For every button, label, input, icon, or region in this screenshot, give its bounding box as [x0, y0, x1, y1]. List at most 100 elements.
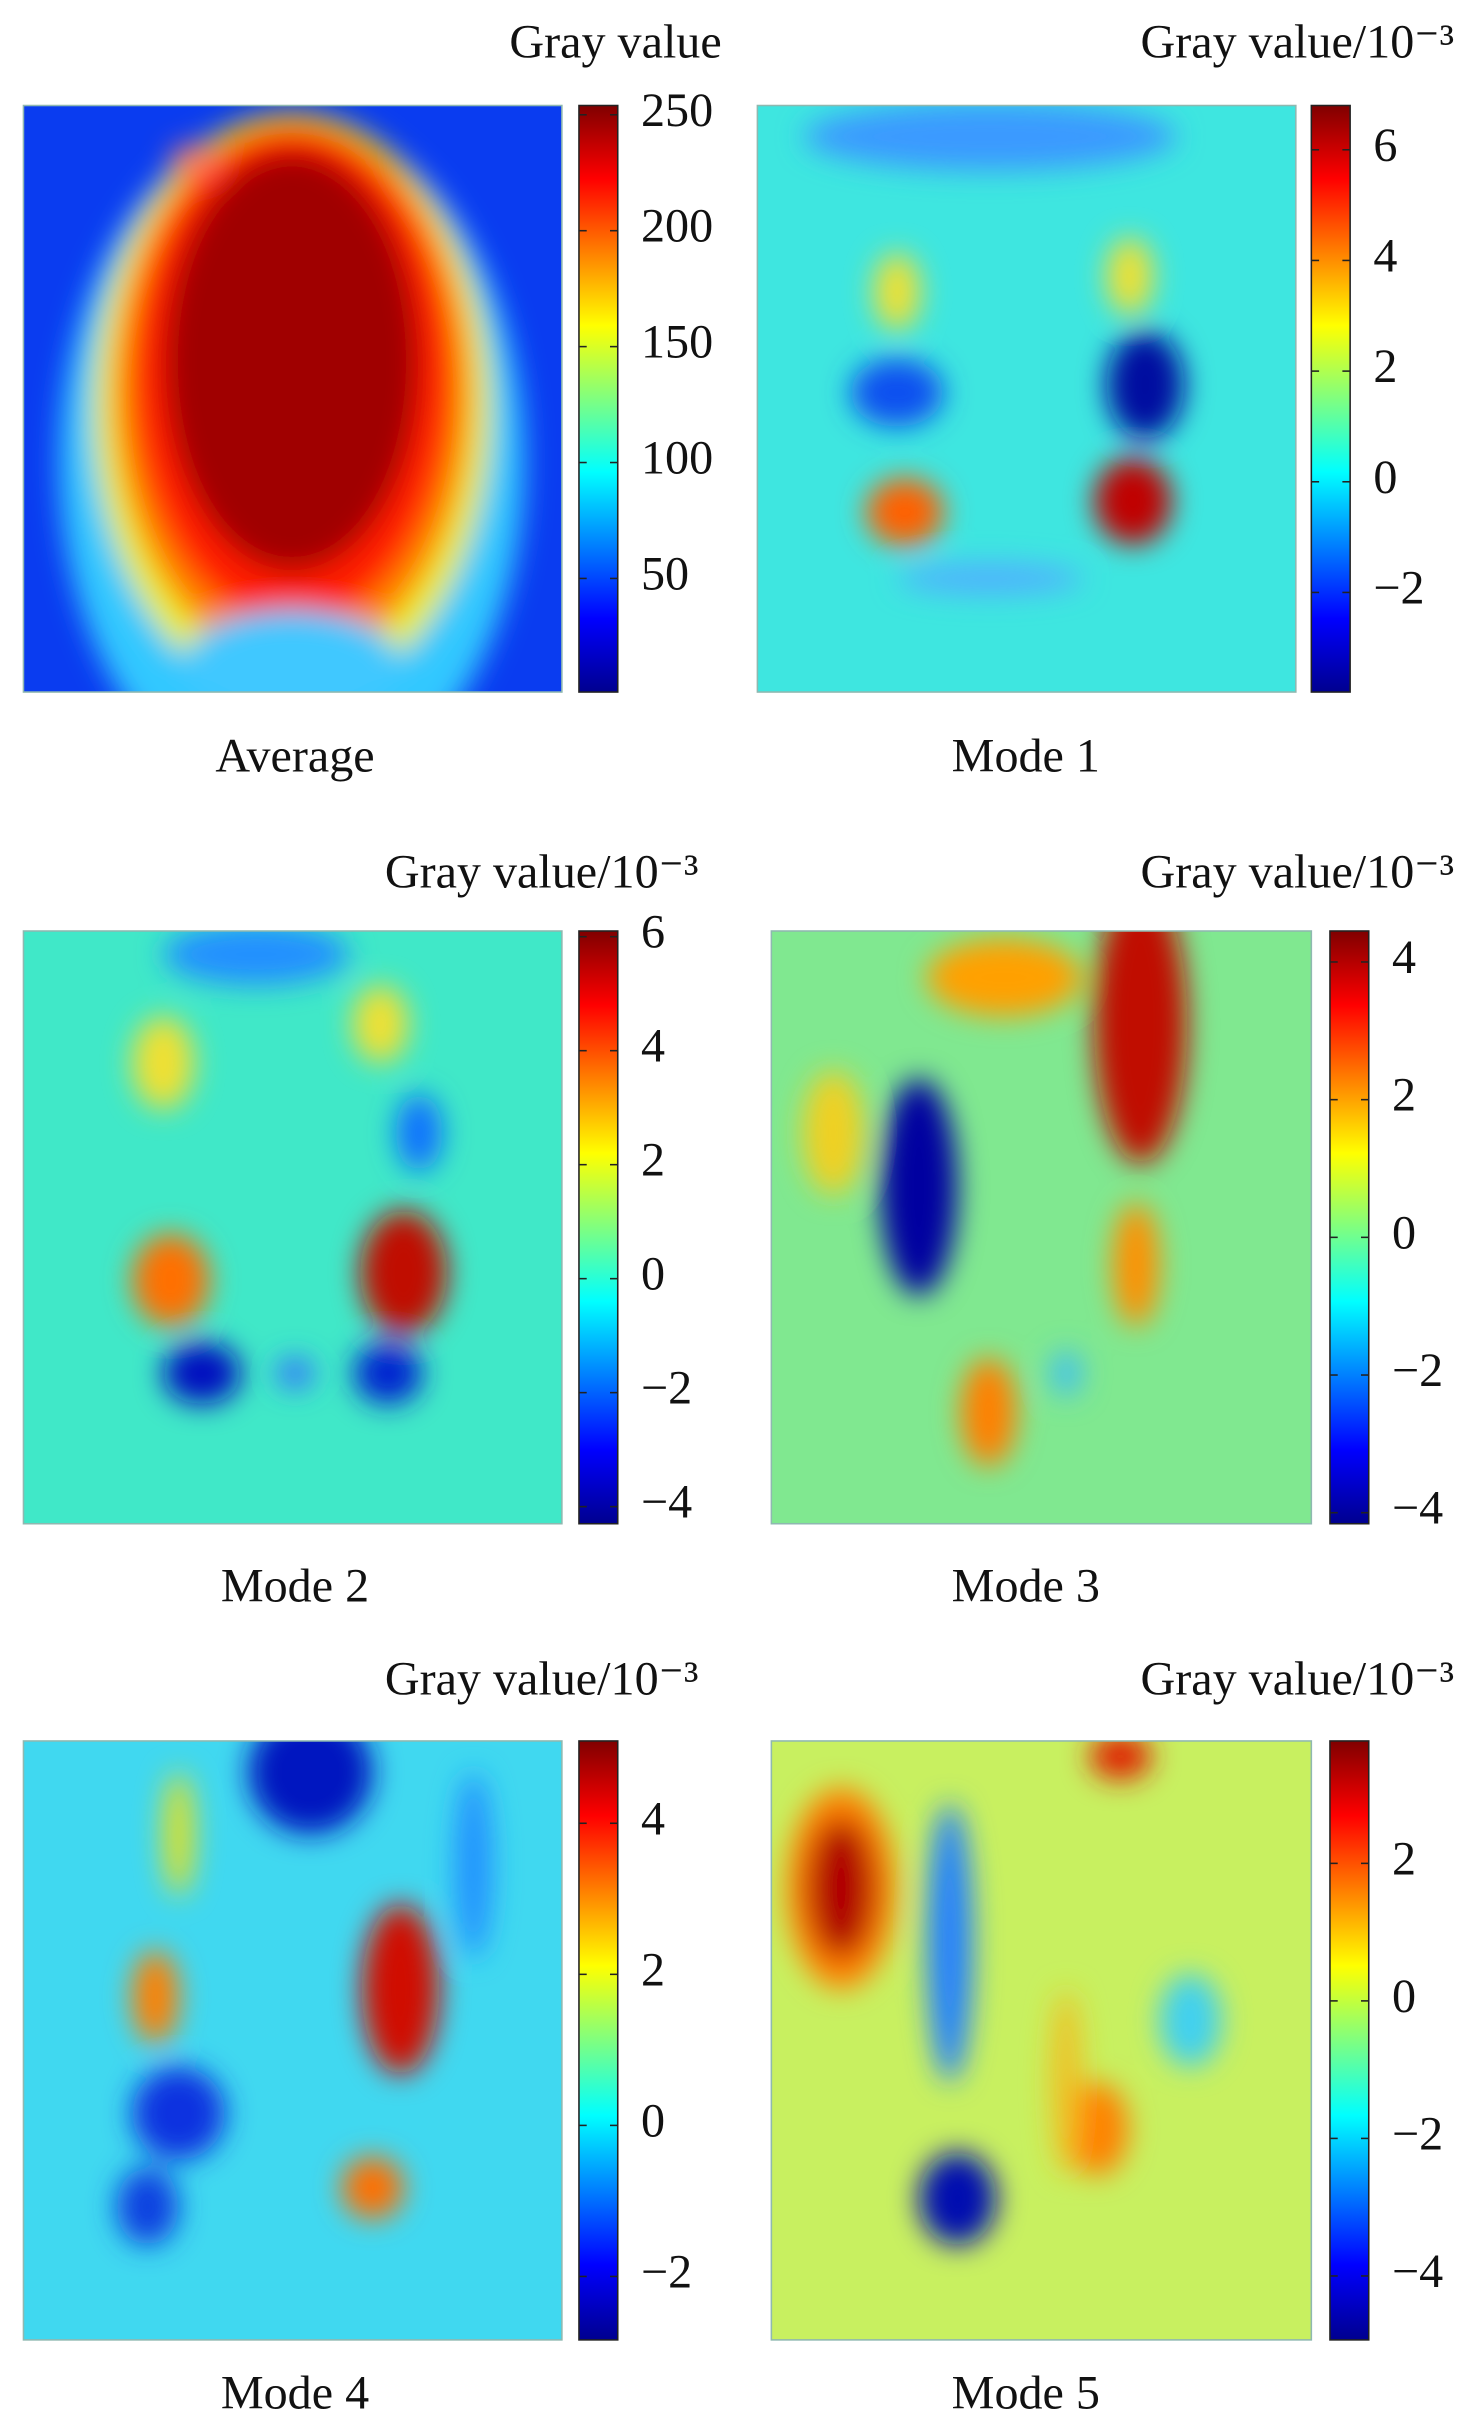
- heatmap-blob: [353, 1342, 423, 1405]
- colorbar: [578, 1740, 619, 2341]
- heatmap-blob: [926, 1803, 974, 2083]
- heatmap-frame: [22, 104, 563, 693]
- colorbar-tick-label: 0: [641, 1248, 665, 1301]
- heatmap: [23, 105, 562, 693]
- heatmap-background: [23, 930, 562, 1524]
- heatmap-blob: [183, 609, 401, 693]
- colorbar-tick-label: 6: [1373, 119, 1397, 172]
- colorbar-tick-label: −2: [641, 2245, 692, 2298]
- colorbar-tick-label: −2: [641, 1362, 692, 1415]
- heatmap-blobs: [786, 1740, 1222, 2246]
- colorbar-label: Gray value/10⁻³: [1141, 846, 1455, 899]
- colorbar-tick-label: 150: [641, 316, 713, 369]
- heatmap-frame: [770, 930, 1313, 1525]
- heatmap-blob: [395, 1093, 443, 1172]
- heatmap-blob: [164, 152, 420, 572]
- heatmap: [771, 930, 1312, 1524]
- heatmap-frame: [756, 104, 1297, 693]
- heatmap-blob: [1112, 1202, 1160, 1327]
- colorbar-tick-label: 250: [641, 84, 713, 137]
- colorbar: [1329, 930, 1370, 1525]
- colorbar-tick-label: −4: [641, 1476, 692, 1529]
- heatmap: [757, 105, 1296, 693]
- panel: −4 −2 0 2 Gray value/10⁻³ Mode 5: [770, 1653, 1455, 2419]
- heatmap-frame: [770, 1740, 1313, 2341]
- heatmap-blob: [341, 2156, 404, 2219]
- heatmap-blob: [802, 1070, 865, 1195]
- heatmap-blob: [804, 105, 1177, 171]
- colorbar-tick-label: 4: [1373, 229, 1397, 282]
- panel-title: Mode 1: [952, 729, 1100, 782]
- heatmap-blob: [454, 1771, 493, 1959]
- heatmap-blob: [807, 1818, 876, 1959]
- colorbar-tick-label: 4: [641, 1020, 665, 1073]
- colorbar: [1329, 1740, 1370, 2341]
- heatmap-blob: [276, 1357, 314, 1389]
- colorbar-tick-label: 100: [641, 432, 713, 485]
- colorbar: [1310, 104, 1351, 693]
- colorbar-label: Gray value/10⁻³: [1141, 16, 1455, 69]
- panel: 50 100 150 200 250 Gray value Average: [22, 16, 722, 782]
- heatmap-frame: [22, 1740, 563, 2341]
- heatmap-blobs: [59, 113, 525, 693]
- heatmap-blob: [866, 477, 944, 547]
- heatmap-background: [771, 930, 1312, 1524]
- heatmap-blob: [360, 1210, 448, 1335]
- heatmap-blob: [1050, 1989, 1082, 2176]
- heatmap-blob: [1094, 457, 1172, 545]
- colorbar-tick-label: −2: [1392, 1344, 1443, 1397]
- heatmap-frame: [22, 930, 563, 1525]
- colorbar-tick-label: −2: [1392, 2107, 1443, 2160]
- panel: −4 −2 0 2 4 Gray value/10⁻³ Mode 3: [770, 846, 1455, 1612]
- colorbar-tick-label: 2: [1392, 1069, 1416, 1122]
- panel-title: Average: [215, 729, 374, 782]
- colorbar-label: Gray value/10⁻³: [1141, 1653, 1455, 1706]
- panel-title: Mode 4: [221, 2366, 369, 2419]
- heatmap-blob: [352, 985, 409, 1063]
- heatmap-blob: [132, 2066, 226, 2160]
- heatmap-blob: [361, 1903, 440, 2075]
- panel: −4 −2 0 2 4 6 Gray value/10⁻³ Mode 2: [22, 846, 699, 1612]
- colorbar: [578, 930, 619, 1525]
- heatmap-blob: [1159, 1973, 1222, 2067]
- heatmap-blob: [1106, 330, 1185, 440]
- heatmap-blob: [132, 1950, 179, 2044]
- heatmap-blob: [170, 144, 218, 176]
- colorbar-tick-label: −4: [1392, 1482, 1443, 1535]
- colorbar-label: Gray value/10⁻³: [385, 1653, 699, 1706]
- colorbar-tick-label: 4: [641, 1792, 665, 1845]
- colorbar: [578, 104, 619, 693]
- colorbar-tick-label: −2: [1373, 561, 1424, 614]
- colorbar-label: Gray value: [509, 16, 721, 69]
- heatmap-blob: [850, 358, 944, 427]
- colorbar-tick-label: 4: [1392, 931, 1416, 984]
- colorbar-tick-label: 6: [641, 906, 665, 959]
- colorbar-tick-label: 2: [1392, 1832, 1416, 1885]
- heatmap-blob: [960, 1357, 1017, 1467]
- heatmap-blobs: [804, 105, 1185, 595]
- heatmap-blob: [163, 930, 350, 986]
- panel-title: Mode 5: [952, 2366, 1100, 2419]
- panel: −2 0 2 4 6 Gray value/10⁻³ Mode 1: [756, 16, 1455, 782]
- heatmap-blob: [116, 2167, 179, 2246]
- heatmap-blob: [918, 2152, 997, 2246]
- colorbar-tick-label: 200: [641, 200, 713, 253]
- heatmap-blob: [1050, 1349, 1082, 1397]
- colorbar-tick-label: 2: [641, 1134, 665, 1187]
- colorbar-label: Gray value/10⁻³: [385, 846, 699, 899]
- heatmap: [23, 1740, 562, 2340]
- heatmap-blob: [897, 563, 1084, 595]
- colorbar-tick-label: −4: [1392, 2245, 1443, 2298]
- heatmap-blob: [1089, 1740, 1152, 1780]
- colorbar-tick-label: 0: [641, 2094, 665, 2147]
- heatmap: [23, 930, 562, 1524]
- colorbar-tick-label: 0: [1392, 1206, 1416, 1259]
- heatmap-blob: [1094, 930, 1188, 1164]
- heatmap-blob: [873, 252, 921, 331]
- heatmap-blobs: [116, 1740, 493, 2246]
- colorbar-tick-label: 2: [1373, 340, 1397, 393]
- colorbar-tick-label: 0: [1392, 1970, 1416, 2023]
- heatmap-blob: [163, 1771, 195, 1897]
- colorbar-tick-label: 0: [1373, 451, 1397, 504]
